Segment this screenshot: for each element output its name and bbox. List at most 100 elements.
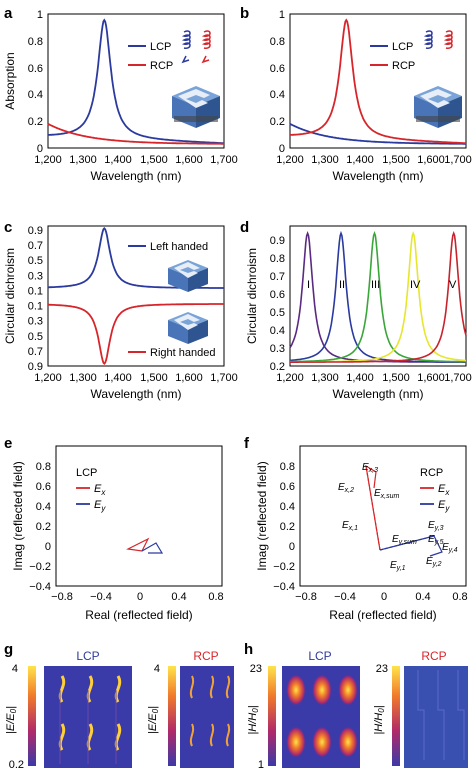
cbar-min: 1 [258, 759, 264, 771]
panel-c: c 0.9 0.7 0.5 0.3 0.1 0.1 0.3 0.5 0.7 0.9 1,200 1… [3, 219, 238, 401]
a-xtick: 1,300 [69, 154, 97, 166]
e-ytick: 0.6 [36, 481, 51, 493]
c-xtick: 1,200 [34, 372, 62, 384]
f-ytick: −0.4 [273, 581, 295, 593]
e-xlabel: Real (reflected field) [85, 608, 192, 622]
legend-label-right-handed: Right handed [150, 347, 215, 359]
legend-label-left-handed: Left handed [150, 241, 208, 253]
c-ytick: 0.3 [28, 270, 43, 282]
d-ytick: 0.8 [270, 253, 285, 265]
annotation-ex2: Ex,2 [338, 482, 354, 494]
b-xtick: 1,700 [444, 154, 472, 166]
cbar-max: 4 [154, 663, 160, 675]
series-line-rcp [289, 18, 466, 145]
cbar-max: 23 [250, 663, 262, 675]
f-ytick: 0.8 [280, 461, 295, 473]
d-ytick: 0.3 [270, 343, 285, 355]
series-line-ii [289, 230, 466, 363]
d-ytick: 0.9 [270, 235, 285, 247]
f-ytick: −0.2 [273, 561, 295, 573]
colorbar-e [28, 666, 36, 766]
series-line-lcp [47, 18, 224, 145]
series-line-lcp [289, 123, 466, 145]
panel-a-label: a [4, 5, 13, 22]
b-ytick: 0.2 [270, 116, 285, 128]
annotation-eysum: Ey,sum [392, 534, 417, 546]
hotspots-lcp [286, 674, 358, 758]
metamaterial-unit-icon [414, 86, 462, 128]
b-ytick: 0.6 [270, 63, 285, 75]
structure-outline-rcp [417, 670, 465, 760]
e-ytick: −0.2 [29, 561, 51, 573]
d-ytick: 0.4 [270, 325, 285, 337]
b-xtick: 1,200 [276, 154, 304, 166]
b-ytick: 0.4 [270, 89, 285, 101]
metamaterial-unit-icon [168, 260, 208, 292]
panel-g-label: g [4, 641, 13, 658]
cbar-label: |H/H0| [247, 705, 260, 734]
peak-label-ii: II [339, 279, 345, 291]
a-xtick: 1,500 [140, 154, 168, 166]
f-ytick: 0.6 [280, 481, 295, 493]
panel-e-label: e [4, 435, 12, 452]
annotation-ex3: Ex,3 [362, 462, 378, 474]
b-ytick: 1 [279, 9, 285, 21]
c-ylabel: Circular dichroism [3, 248, 17, 344]
colorbar-e [168, 666, 176, 766]
map-title-lcp: LCP [308, 649, 331, 663]
legend-label-ex: Ex [438, 483, 450, 497]
panel-e: e 0.8 0.6 0.4 0.2 0 −0.2 −0.4 −0.8 −0.4 … [4, 435, 224, 622]
annotation-ey3: Ey,3 [428, 520, 444, 532]
c-xtick: 1,400 [104, 372, 132, 384]
a-ytick: 0.6 [28, 63, 43, 75]
cbar-label: |E/E0| [5, 706, 18, 734]
panel-f-label: f [244, 435, 250, 452]
phasor-ey [141, 542, 164, 554]
a-ylabel: Absorption [3, 52, 17, 109]
panel-b-label: b [240, 5, 249, 22]
panel-d-yticks: 0.9 0.8 0.7 0.6 0.5 0.4 0.3 0.2 [270, 235, 285, 373]
panel-b-yticks: 0 0.2 0.4 0.6 0.8 1 [270, 9, 285, 155]
legend-label-ex: Ex [94, 483, 106, 497]
panel-e-xticks: −0.8 −0.4 0 0.4 0.8 [51, 591, 224, 603]
peak-label-i: I [307, 279, 310, 291]
legend-label-rcp: RCP [392, 60, 415, 72]
panel-f-frame [299, 445, 467, 587]
annotation-ey2: Ey,2 [426, 556, 442, 568]
phasor-ex-sum [365, 465, 381, 551]
panel-b-xticks: 1,200 1,300 1,400 1,500 1,600 1,700 [276, 154, 472, 166]
d-xtick: 1,300 [311, 372, 339, 384]
panel-a: a 0 0.2 0.4 0.6 0.8 1 1,200 1,300 1,400 … [3, 5, 238, 183]
spiral-lcp-icon [423, 30, 433, 49]
panel-d-frame [289, 225, 467, 367]
d-ytick: 0.6 [270, 289, 285, 301]
d-xlabel: Wavelength (nm) [333, 387, 424, 401]
series-line-i [289, 231, 466, 363]
series-line-iv [290, 231, 466, 363]
annotation-exsum: Ex,sum [374, 488, 400, 500]
annotation-ey1: Ey,1 [390, 560, 406, 572]
panel-a-xticks: 1,200 1,300 1,400 1,500 1,600 1,700 [34, 154, 238, 166]
e-ylabel: Imag (reflected field) [11, 461, 25, 570]
e-xtick: 0 [137, 591, 143, 603]
a-xlabel: Wavelength (nm) [91, 169, 182, 183]
panel-c-xticks: 1,200 1,300 1,400 1,500 1,600 1,700 [34, 372, 238, 384]
f-legend-title: RCP [420, 467, 443, 479]
e-xtick: −0.4 [90, 591, 112, 603]
b-xlabel: Wavelength (nm) [333, 169, 424, 183]
annotation-ex1: Ex,1 [342, 520, 358, 532]
b-xtick: 1,400 [346, 154, 374, 166]
c-xtick: 1,700 [210, 372, 238, 384]
d-xtick: 1,600 [417, 372, 445, 384]
e-ytick: 0 [45, 541, 51, 553]
colorbar-h [392, 666, 400, 766]
panel-a-yticks: 0 0.2 0.4 0.6 0.8 1 [28, 9, 43, 155]
series-line-rcp [47, 123, 224, 145]
d-xtick: 1,500 [382, 372, 410, 384]
a-xtick: 1,700 [210, 154, 238, 166]
panel-f-yticks: 0.8 0.6 0.4 0.2 0 −0.2 −0.4 [273, 461, 295, 593]
field-map-rcp [180, 666, 234, 768]
annotation-ey4: Ey,4 [442, 542, 458, 554]
metamaterial-unit-icon [168, 312, 208, 344]
e-ytick: 0.4 [36, 501, 51, 513]
